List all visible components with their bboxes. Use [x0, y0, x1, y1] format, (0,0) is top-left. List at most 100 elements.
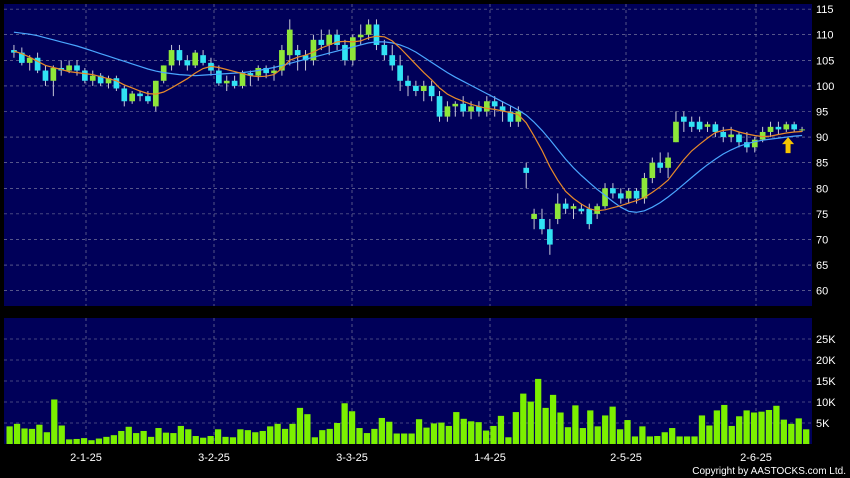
volume-bar: [602, 415, 609, 444]
volume-bar: [609, 406, 616, 444]
candle-body: [570, 206, 577, 209]
candle-body: [365, 24, 372, 35]
candle-body: [82, 70, 88, 81]
volume-bar: [423, 427, 430, 444]
candle-body: [389, 55, 396, 66]
volume-bar: [162, 432, 170, 444]
volume-bar: [438, 422, 445, 444]
candle-body: [452, 103, 459, 107]
volume-bar: [13, 423, 21, 444]
volume-bar: [363, 433, 371, 444]
candle-body: [97, 75, 104, 84]
candle-body: [26, 57, 33, 63]
volume-bar: [274, 423, 281, 444]
date-tick-label: 2-6-25: [740, 452, 772, 464]
volume-bar: [765, 409, 773, 444]
volume-bar: [795, 418, 802, 444]
candle-body: [586, 208, 593, 225]
volume-bar: [564, 427, 572, 444]
volume-bar: [430, 423, 438, 444]
volume-bar: [683, 436, 691, 444]
volume-bar: [721, 404, 728, 444]
volume-bar: [579, 428, 586, 444]
candle-body: [436, 96, 443, 117]
volume-bar: [252, 432, 259, 444]
candle-body: [223, 80, 230, 84]
candle-body: [74, 65, 80, 71]
candle-body: [531, 213, 537, 219]
candle-body: [641, 178, 648, 199]
volume-bar: [535, 378, 542, 444]
date-tick-label: 2-1-25: [70, 452, 102, 464]
candle-body: [184, 60, 191, 66]
candle-body: [310, 39, 317, 61]
volume-bar: [490, 425, 497, 444]
candle-body: [231, 80, 238, 86]
candle-body: [247, 73, 254, 76]
volume-bar: [445, 425, 452, 444]
volume-bar: [616, 429, 624, 444]
candle-body: [736, 134, 742, 143]
candle-body: [767, 126, 774, 132]
volume-bar: [28, 428, 36, 444]
candle-body: [216, 70, 222, 84]
volume-tick-label: 15K: [816, 376, 836, 388]
volume-bar: [125, 426, 132, 444]
volume-bar: [185, 429, 192, 444]
volume-bar: [631, 436, 639, 444]
candle-body: [302, 55, 309, 61]
candle-body: [554, 203, 561, 219]
candle-body: [617, 193, 624, 199]
price-tick-label: 70: [816, 234, 828, 246]
candle-body: [349, 37, 356, 61]
candle-body: [271, 70, 277, 74]
volume-bar: [728, 425, 735, 444]
date-tick-label: 3-3-25: [336, 452, 368, 464]
volume-bar: [453, 412, 460, 444]
candle-body: [759, 131, 766, 140]
volume-panel: 5K 10K 15K 20K 25K: [4, 318, 836, 444]
price-tick-label: 105: [816, 55, 834, 67]
candle-body: [712, 124, 719, 132]
volume-bar: [654, 436, 661, 444]
candle-body: [681, 116, 687, 122]
candle-body: [696, 121, 703, 130]
volume-bar: [155, 428, 162, 444]
volume-bar: [229, 437, 237, 444]
volume-bar: [21, 428, 28, 444]
volume-bar: [468, 421, 475, 444]
volume-tick-label: 10K: [816, 397, 836, 409]
candle-body: [625, 190, 632, 199]
candle-body: [633, 190, 640, 199]
volume-bar: [289, 423, 296, 444]
volume-bar: [348, 411, 356, 444]
candle-body: [294, 50, 301, 56]
volume-bar: [736, 416, 743, 444]
candle-body: [255, 67, 262, 76]
candle-body: [200, 55, 206, 63]
candle-body: [499, 106, 506, 112]
candle-body: [405, 80, 411, 86]
price-panel-background: [4, 4, 812, 306]
price-tick-label: 115: [816, 4, 834, 16]
latest-price-arrow-icon: [782, 137, 795, 154]
volume-bar: [505, 437, 512, 444]
candle-body: [145, 96, 151, 102]
candle-body: [121, 88, 128, 102]
candle-body: [744, 142, 750, 148]
candle-body: [428, 85, 435, 97]
candle-body: [791, 124, 798, 130]
volume-bar: [200, 437, 207, 444]
candle-body: [113, 78, 120, 89]
candle-body: [34, 57, 41, 71]
volume-bar: [43, 432, 50, 444]
volume-bar: [118, 430, 125, 444]
candle-body: [602, 188, 608, 207]
volume-bar: [319, 430, 326, 444]
volume-bar: [758, 411, 765, 444]
candle-body: [665, 157, 671, 168]
candle-body: [594, 206, 600, 214]
volume-bar: [646, 436, 653, 444]
volume-bar: [311, 437, 318, 444]
